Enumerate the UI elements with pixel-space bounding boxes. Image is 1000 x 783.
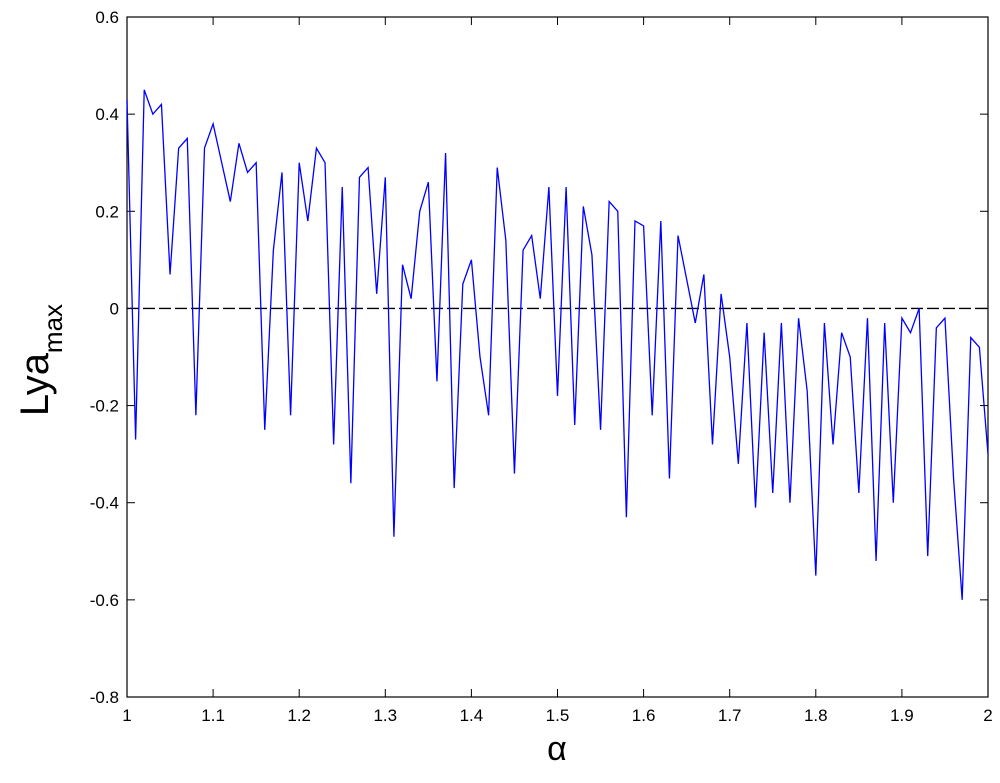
x-tick-label: 1.6: [632, 706, 656, 725]
data-line: [126, 89, 989, 600]
x-tick-label: 1.1: [201, 706, 225, 725]
x-tick-label: 1.7: [718, 706, 742, 725]
x-tick-label: 1.8: [804, 706, 828, 725]
x-tick-label: 1.3: [373, 706, 397, 725]
y-tick-label: 0: [110, 299, 119, 318]
y-axis-label: Lyamax: [13, 304, 68, 416]
y-label-sub: max: [38, 304, 68, 353]
x-tick-label: 1.2: [287, 706, 311, 725]
x-tick-label: 2: [983, 706, 992, 725]
y-tick-label: -0.4: [90, 494, 119, 513]
x-tick-label: 1.9: [890, 706, 914, 725]
x-tick-label: 1.5: [546, 706, 570, 725]
y-label-main: Lya: [13, 352, 57, 416]
x-tick-label: 1.4: [460, 706, 484, 725]
y-tick-label: -0.6: [90, 591, 119, 610]
plot-frame: [126, 16, 989, 698]
x-tick-label: 1: [122, 706, 131, 725]
y-tick-label: 0.6: [95, 8, 119, 27]
y-tick-label: -0.8: [90, 688, 119, 707]
y-tick-label: -0.2: [90, 397, 119, 416]
x-axis-label: α: [547, 730, 567, 768]
y-tick-label: 0.2: [95, 202, 119, 221]
y-tick-label: 0.4: [95, 105, 119, 124]
